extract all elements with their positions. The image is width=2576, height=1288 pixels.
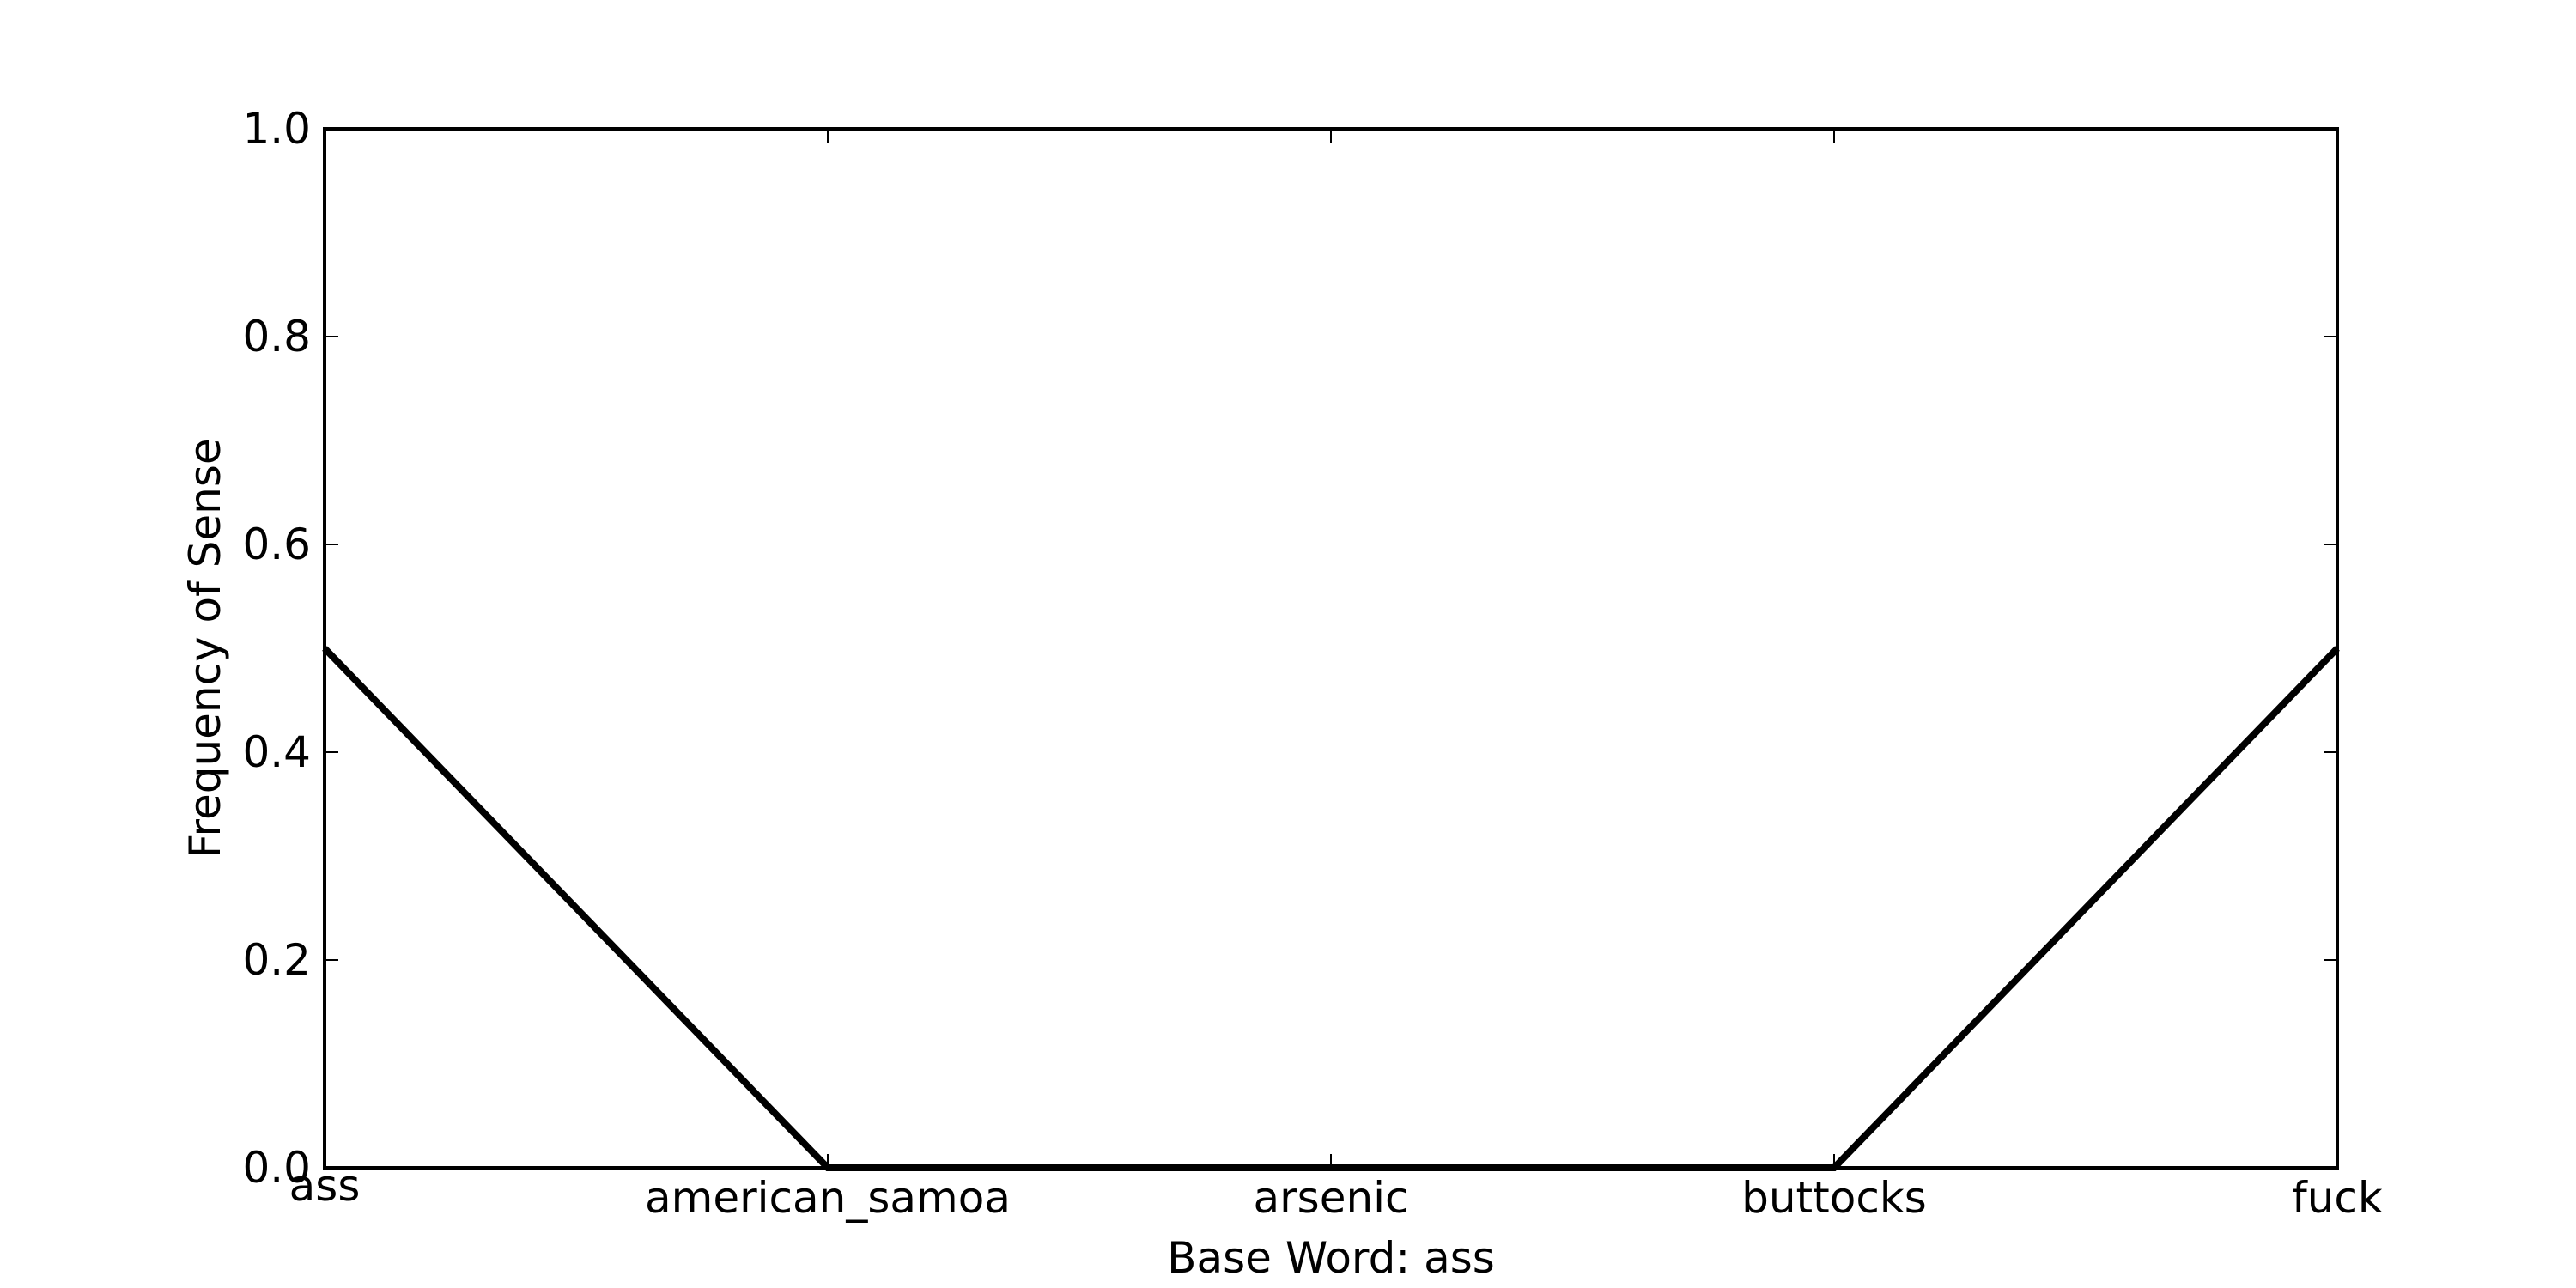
x-axis-title: Base Word: ass (1167, 1233, 1495, 1283)
y-tick-label: 0.4 (242, 727, 311, 777)
y-tick-label: 0.8 (242, 312, 311, 361)
x-tick-label: arsenic (1253, 1173, 1408, 1223)
y-tick-label: 0.6 (242, 519, 311, 569)
y-tick-label: 0.2 (242, 935, 311, 985)
series-layer (325, 648, 2337, 1168)
ticks-layer (325, 129, 2337, 1168)
x-tick-label: fuck (2292, 1173, 2383, 1223)
y-tick-labels: 0.00.20.40.60.81.0 (242, 104, 311, 1193)
series-line (325, 648, 2337, 1168)
x-tick-label: buttocks (1741, 1173, 1927, 1223)
y-tick-label: 1.0 (242, 104, 311, 154)
x-tick-label: american_samoa (645, 1173, 1011, 1223)
plot-frame (325, 129, 2337, 1168)
y-axis-title: Frequency of Sense (180, 438, 230, 858)
